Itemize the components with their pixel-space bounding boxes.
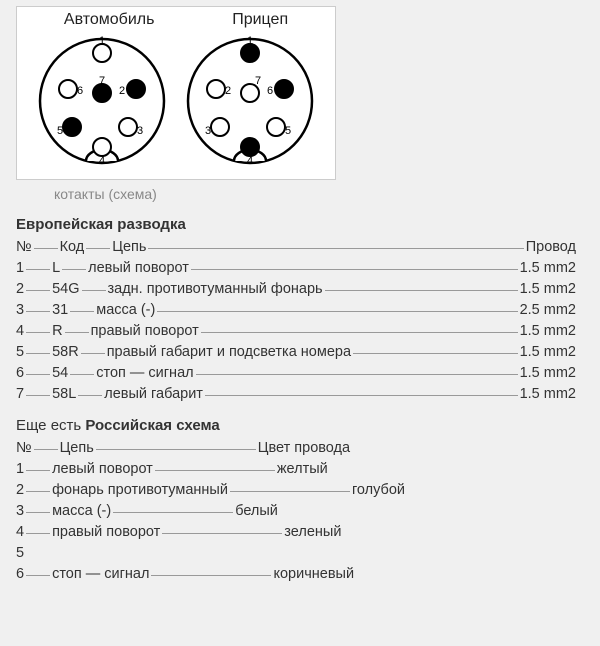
cell-color: коричневый bbox=[273, 566, 354, 582]
svg-text:3: 3 bbox=[205, 125, 211, 137]
cell-circuit: фонарь противотуманный bbox=[52, 482, 228, 498]
connector-trailer: 1 2 3 4 5 67 bbox=[180, 31, 320, 171]
svg-text:1: 1 bbox=[247, 35, 253, 47]
svg-text:5: 5 bbox=[285, 125, 291, 137]
cell-circuit: правый поворот bbox=[91, 323, 199, 339]
euro-row: 3 31 масса (-) 2.5 mm2 bbox=[16, 302, 576, 318]
hdr-circuit: Цепь bbox=[112, 239, 146, 255]
hdr-wire: Провод bbox=[526, 239, 576, 255]
svg-text:4: 4 bbox=[99, 155, 105, 167]
ru-row: 6 стоп — сигнал коричневый bbox=[16, 566, 576, 582]
cell-circuit: левый поворот bbox=[88, 260, 189, 276]
hdr-color: Цвет провода bbox=[258, 440, 350, 456]
cell-wire: 1.5 mm2 bbox=[520, 260, 576, 276]
cell-num: 6 bbox=[16, 365, 24, 381]
cell-wire: 1.5 mm2 bbox=[520, 323, 576, 339]
cell-circuit: стоп — сигнал bbox=[96, 365, 193, 381]
cell-num: 5 bbox=[16, 344, 24, 360]
hdr-circuit: Цепь bbox=[60, 440, 94, 456]
cell-circuit: правый поворот bbox=[52, 524, 160, 540]
cell-num: 2 bbox=[16, 281, 24, 297]
cell-circuit: масса (-) bbox=[52, 503, 111, 519]
euro-row: 1 Lлевый поворот 1.5 mm2 bbox=[16, 260, 576, 276]
cell-num: 3 bbox=[16, 302, 24, 318]
cell-code: 54G bbox=[52, 281, 79, 297]
hdr-code: Код bbox=[60, 239, 85, 255]
cell-color: желтый bbox=[277, 461, 328, 477]
euro-row: 7 58L левый габарит 1.5 mm2 bbox=[16, 386, 576, 402]
svg-text:3: 3 bbox=[137, 125, 143, 137]
cell-circuit: правый габарит и подсветка номера bbox=[107, 344, 351, 360]
svg-text:5: 5 bbox=[57, 125, 63, 137]
cell-num: 1 bbox=[16, 461, 24, 477]
connector-auto: 1 2 3 4 5 6 7 bbox=[32, 31, 172, 171]
cell-circuit: масса (-) bbox=[96, 302, 155, 318]
hdr-num: № bbox=[16, 440, 32, 456]
cell-circuit: задн. противотуманный фонарь bbox=[108, 281, 323, 297]
diagram-caption: котакты (схема) bbox=[54, 186, 600, 202]
svg-text:1: 1 bbox=[99, 35, 105, 47]
ru-section: Еще есть Российская схема № Цепь Цвет пр… bbox=[16, 417, 576, 582]
cell-code: L bbox=[52, 260, 60, 276]
cell-wire: 1.5 mm2 bbox=[520, 281, 576, 297]
cell-circuit: стоп — сигнал bbox=[52, 566, 149, 582]
ru-title: Еще есть Российская схема bbox=[16, 417, 576, 434]
label-trailer: Прицеп bbox=[232, 11, 288, 29]
cell-wire: 1.5 mm2 bbox=[520, 344, 576, 360]
euro-header: № Код Цепь Провод bbox=[16, 239, 576, 255]
cell-color: белый bbox=[235, 503, 278, 519]
ru-row: 5 bbox=[16, 545, 576, 561]
svg-text:6: 6 bbox=[77, 85, 83, 97]
svg-text:4: 4 bbox=[247, 155, 253, 167]
euro-row: 6 54 стоп — сигнал 1.5 mm2 bbox=[16, 365, 576, 381]
cell-circuit: левый габарит bbox=[104, 386, 203, 402]
cell-num: 1 bbox=[16, 260, 24, 276]
svg-text:7: 7 bbox=[255, 75, 261, 87]
cell-num: 7 bbox=[16, 386, 24, 402]
svg-text:7: 7 bbox=[99, 75, 105, 87]
ru-row: 2 фонарь противотуманный голубой bbox=[16, 482, 576, 498]
ru-row: 4 правый поворот зеленый bbox=[16, 524, 576, 540]
cell-code: 58R bbox=[52, 344, 79, 360]
cell-code: 31 bbox=[52, 302, 68, 318]
cell-wire: 2.5 mm2 bbox=[520, 302, 576, 318]
hdr-num: № bbox=[16, 239, 32, 255]
cell-num: 4 bbox=[16, 524, 24, 540]
connector-diagram: Автомобиль Прицеп 1234567 1234567 bbox=[16, 6, 336, 180]
euro-row: 2 54G задн. противотуманный фонарь 1.5 mm2 bbox=[16, 281, 576, 297]
euro-section: Европейская разводка № Код Цепь Провод 1… bbox=[16, 216, 576, 402]
svg-text:2: 2 bbox=[119, 85, 125, 97]
ru-row: 1 левый поворот желтый bbox=[16, 461, 576, 477]
euro-title: Европейская разводка bbox=[16, 216, 576, 233]
ru-header: № Цепь Цвет провода bbox=[16, 440, 576, 456]
cell-color: зеленый bbox=[284, 524, 341, 540]
cell-num: 2 bbox=[16, 482, 24, 498]
svg-text:6: 6 bbox=[267, 85, 273, 97]
cell-code: 54 bbox=[52, 365, 68, 381]
cell-num: 3 bbox=[16, 503, 24, 519]
cell-num: 4 bbox=[16, 323, 24, 339]
cell-num: 5 bbox=[16, 545, 24, 561]
cell-code: R bbox=[52, 323, 62, 339]
euro-row: 4 Rправый поворот 1.5 mm2 bbox=[16, 323, 576, 339]
svg-text:2: 2 bbox=[225, 85, 231, 97]
cell-wire: 1.5 mm2 bbox=[520, 365, 576, 381]
cell-num: 6 bbox=[16, 566, 24, 582]
ru-row: 3 масса (-) белый bbox=[16, 503, 576, 519]
euro-row: 5 58R правый габарит и подсветка номера 1.5… bbox=[16, 344, 576, 360]
cell-color: голубой bbox=[352, 482, 405, 498]
cell-wire: 1.5 mm2 bbox=[520, 386, 576, 402]
label-auto: Автомобиль bbox=[64, 11, 155, 29]
cell-code: 58L bbox=[52, 386, 76, 402]
cell-circuit: левый поворот bbox=[52, 461, 153, 477]
